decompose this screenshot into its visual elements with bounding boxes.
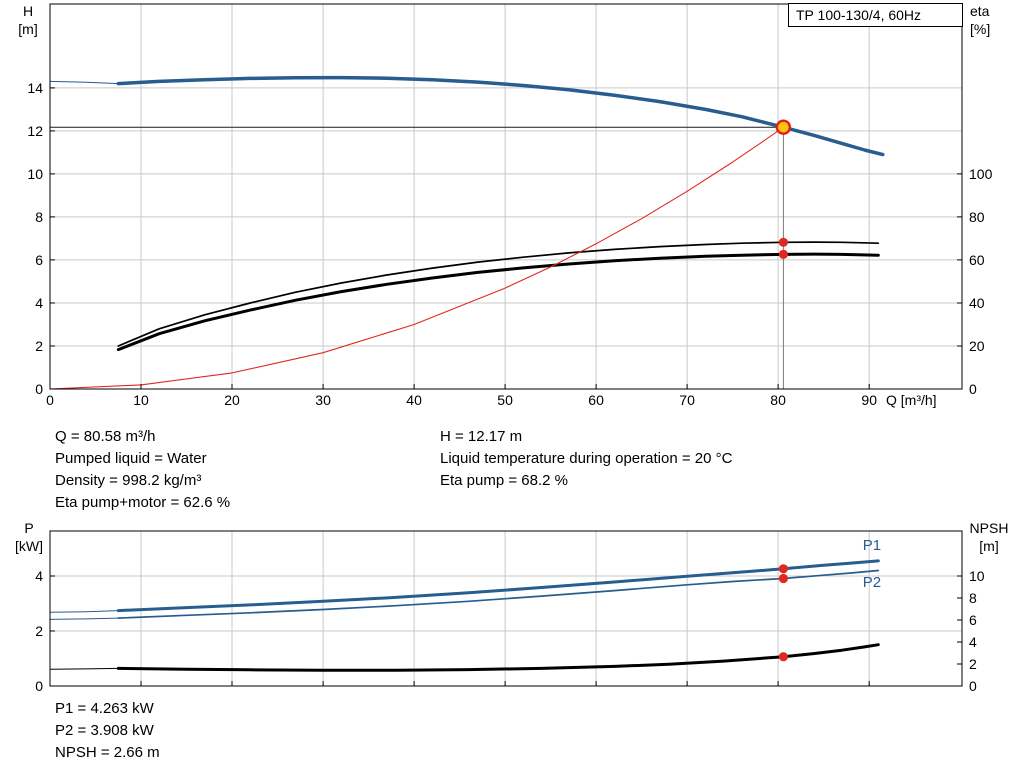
- info-line-npsh: NPSH = 2.66 m: [55, 744, 160, 761]
- y-left-tick-label: 2: [35, 623, 43, 639]
- npsh-point: [778, 652, 789, 662]
- y-right-tick-label: 0: [969, 678, 977, 694]
- p2-point: [778, 573, 789, 584]
- y-left-tick-label: 8: [35, 209, 43, 225]
- y-right-tick-label: 10: [969, 568, 985, 584]
- p-axis-title: P [kW]: [6, 519, 52, 555]
- y-right-tick-label: 60: [969, 252, 985, 268]
- y-right-tick-label: 40: [969, 295, 985, 311]
- curve-npsh: [116, 643, 880, 672]
- plot-border: [49, 3, 963, 390]
- h-axis-title: H [m]: [8, 2, 48, 38]
- y-left-tick-label: 12: [27, 123, 43, 139]
- eta-axis-title-unit: [%]: [970, 21, 991, 37]
- h-axis-title-symbol: H: [22, 3, 34, 19]
- x-tick-label: 70: [679, 392, 695, 408]
- y-left-tick-label: 10: [27, 166, 43, 182]
- x-tick-label: 10: [133, 392, 149, 408]
- info-line-eta-pump: Eta pump = 68.2 %: [440, 472, 568, 489]
- series-label-p2: P2: [863, 574, 881, 591]
- p-axis-title-symbol: P: [24, 520, 34, 536]
- y-right-tick-label: 100: [969, 166, 993, 182]
- duty-info-left-column: Q = 80.58 m³/h Pumped liquid = Water Den…: [55, 426, 230, 514]
- x-tick-label: 80: [770, 392, 786, 408]
- y-right-tick-label: 20: [969, 338, 985, 354]
- y-left-tick-label: 0: [35, 678, 43, 694]
- duty-point-marker: [775, 119, 792, 135]
- y-left-tick-label: 2: [35, 338, 43, 354]
- curve-npsh-lead: [49, 667, 119, 670]
- curve-h-q: [116, 75, 885, 157]
- info-line-eta-pump-motor: Eta pump+motor = 62.6 %: [55, 494, 231, 511]
- eta-pump-point: [778, 237, 789, 247]
- h-axis-title-unit: [m]: [18, 21, 38, 37]
- info-line-h: H = 12.17 m: [440, 428, 523, 445]
- npsh-axis-title: NPSH [m]: [962, 519, 1016, 555]
- y-left-tick-label: 4: [35, 568, 43, 584]
- info-line-liquid-temperature: Liquid temperature during operation = 20…: [440, 450, 733, 467]
- plot-border: [49, 530, 963, 687]
- curve-p1: [116, 559, 880, 613]
- pump-type-label: TP 100-130/4, 60Hz: [788, 3, 963, 27]
- x-tick-label: 60: [588, 392, 604, 408]
- y-left-tick-label: 6: [35, 252, 43, 268]
- npsh-axis-title-symbol: NPSH: [969, 520, 1009, 536]
- p-axis-title-unit: [kW]: [15, 538, 43, 554]
- info-line-q: Q = 80.58 m³/h: [55, 428, 156, 445]
- eta-axis-title-symbol: eta: [970, 3, 990, 19]
- eta-axis-title: eta [%]: [970, 2, 1014, 38]
- eta-pump-motor-point: [778, 249, 789, 259]
- y-right-tick-label: 6: [969, 612, 977, 628]
- npsh-axis-title-unit: [m]: [979, 538, 999, 554]
- x-tick-label: 30: [315, 392, 331, 408]
- info-line-p2: P2 = 3.908 kW: [55, 722, 154, 739]
- y-right-tick-label: 4: [969, 634, 977, 650]
- y-right-tick-label: 80: [969, 209, 985, 225]
- y-right-tick-label: 2: [969, 656, 977, 672]
- x-tick-label: 40: [406, 392, 422, 408]
- x-tick-label: 90: [861, 392, 877, 408]
- p1-point: [778, 564, 789, 574]
- y-left-tick-label: 0: [35, 381, 43, 397]
- curve-system-curve: [49, 126, 784, 390]
- curve-p2-lead: [49, 617, 119, 620]
- x-tick-label: 50: [497, 392, 513, 408]
- info-line-pumped-liquid: Pumped liquid = Water: [55, 450, 207, 467]
- curve-p2: [117, 569, 880, 619]
- y-right-tick-label: 8: [969, 590, 977, 606]
- power-info-column: P1 = 4.263 kW P2 = 3.908 kW NPSH = 2.66 …: [55, 698, 160, 764]
- y-right-tick-label: 0: [969, 381, 977, 397]
- x-tick-label: 20: [224, 392, 240, 408]
- duty-info-right-column: H = 12.17 m Liquid temperature during op…: [440, 426, 732, 492]
- y-left-tick-label: 4: [35, 295, 43, 311]
- x-axis-label: Q [m³/h]: [886, 392, 937, 408]
- info-line-p1: P1 = 4.263 kW: [55, 700, 154, 717]
- info-line-density: Density = 998.2 kg/m³: [55, 472, 202, 489]
- curve-h-q-lead: [49, 80, 119, 85]
- curve-p1-lead: [49, 610, 119, 613]
- series-label-p1: P1: [863, 537, 881, 554]
- x-tick-label: 0: [46, 392, 54, 408]
- y-left-tick-label: 14: [27, 80, 43, 96]
